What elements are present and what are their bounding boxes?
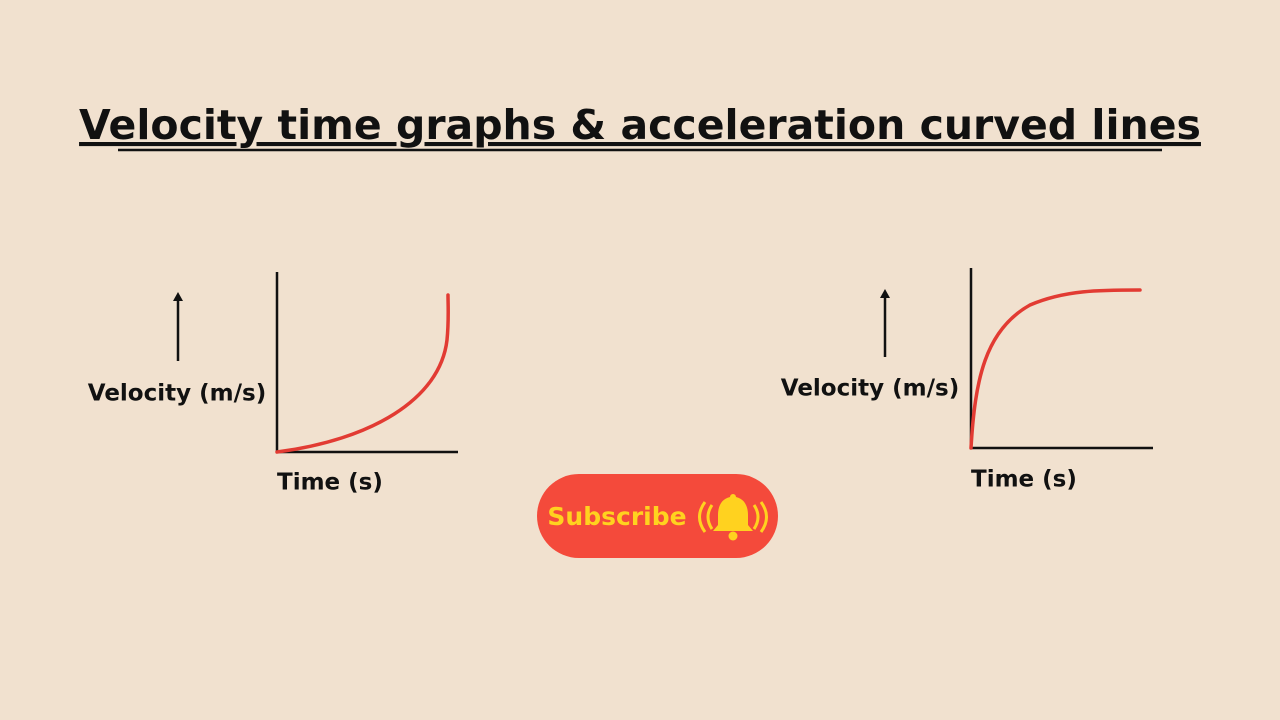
arrow-head xyxy=(173,292,183,301)
x-label: Time (s) xyxy=(277,470,383,496)
y-label: Velocity (m/s) xyxy=(88,381,266,407)
graph-accelerating: Velocity (m/s) Time (s) xyxy=(88,272,458,496)
x-label: Time (s) xyxy=(971,467,1077,493)
arrow-head xyxy=(880,289,890,298)
graph-decelerating: Velocity (m/s) Time (s) xyxy=(781,268,1153,493)
title: Velocity time graphs & acceleration curv… xyxy=(79,101,1201,149)
button-label[interactable]: Subscribe xyxy=(547,502,686,531)
y-label: Velocity (m/s) xyxy=(781,376,959,402)
curve xyxy=(275,293,450,454)
curve xyxy=(969,288,1142,450)
subscribe-button[interactable]: Subscribe xyxy=(537,474,778,558)
button-background[interactable] xyxy=(537,474,778,558)
bell-icon[interactable] xyxy=(698,494,768,541)
